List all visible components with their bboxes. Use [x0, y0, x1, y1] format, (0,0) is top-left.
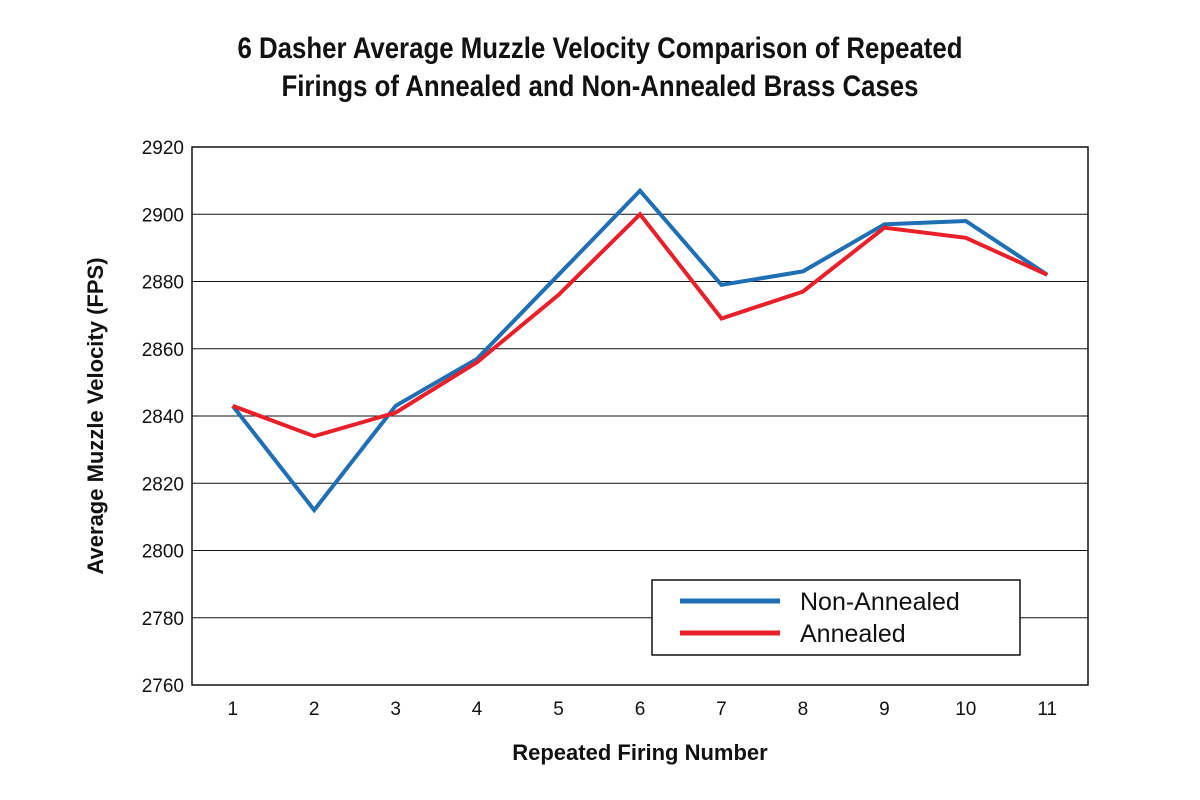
- plot-area: [191, 146, 1089, 686]
- chart-title-line-2: Firings of Annealed and Non-Annealed Bra…: [281, 70, 919, 103]
- series-lines: [231, 187, 1049, 514]
- x-tick-label: 11: [1037, 699, 1057, 720]
- x-tick-label: 5: [553, 699, 564, 720]
- y-tick-label: 2780: [142, 609, 184, 630]
- series-line-non-annealed: [231, 187, 1049, 514]
- x-tick-label: 9: [879, 699, 890, 720]
- gridlines: [192, 213, 1088, 619]
- chart-title: 6 Dasher Average Muzzle Velocity Compari…: [84, 30, 1116, 106]
- x-tick-label: 6: [635, 699, 646, 720]
- x-tick-label: 10: [955, 699, 976, 720]
- x-tick-label: 3: [390, 699, 401, 720]
- y-tick-label: 2760: [142, 676, 184, 697]
- y-tick-label: 2820: [142, 474, 184, 495]
- x-tick-label: 7: [716, 699, 727, 720]
- y-tick-label: 2920: [142, 138, 184, 159]
- y-tick-label: 2880: [142, 273, 184, 294]
- legend: Non-Annealed Annealed: [651, 579, 1021, 656]
- series-line-annealed: [232, 211, 1049, 439]
- y-tick-label: 2800: [142, 542, 184, 563]
- y-axis-title: Average Muzzle Velocity (FPS): [83, 257, 108, 574]
- y-tick-label: 2840: [142, 407, 184, 428]
- x-tick-label: 4: [472, 699, 483, 720]
- legend-box: [651, 579, 1021, 656]
- x-tick-label: 8: [798, 699, 809, 720]
- legend-label-annealed: Annealed: [800, 620, 906, 648]
- legend-label-non-annealed: Non-Annealed: [800, 588, 960, 616]
- x-axis: 1 2 3 4 5 6 7 8 9 10 11: [227, 699, 1057, 720]
- x-axis-title: Repeated Firing Number: [512, 740, 768, 765]
- x-tick-label: 2: [309, 699, 320, 720]
- y-tick-label: 2900: [142, 205, 184, 226]
- y-axis: 2760 2780 2800 2820 2840 2860 2880 2900 2920: [142, 138, 184, 697]
- y-tick-label: 2860: [142, 340, 184, 361]
- chart-title-line-1: 6 Dasher Average Muzzle Velocity Compari…: [237, 32, 963, 65]
- x-tick-label: 1: [227, 699, 238, 720]
